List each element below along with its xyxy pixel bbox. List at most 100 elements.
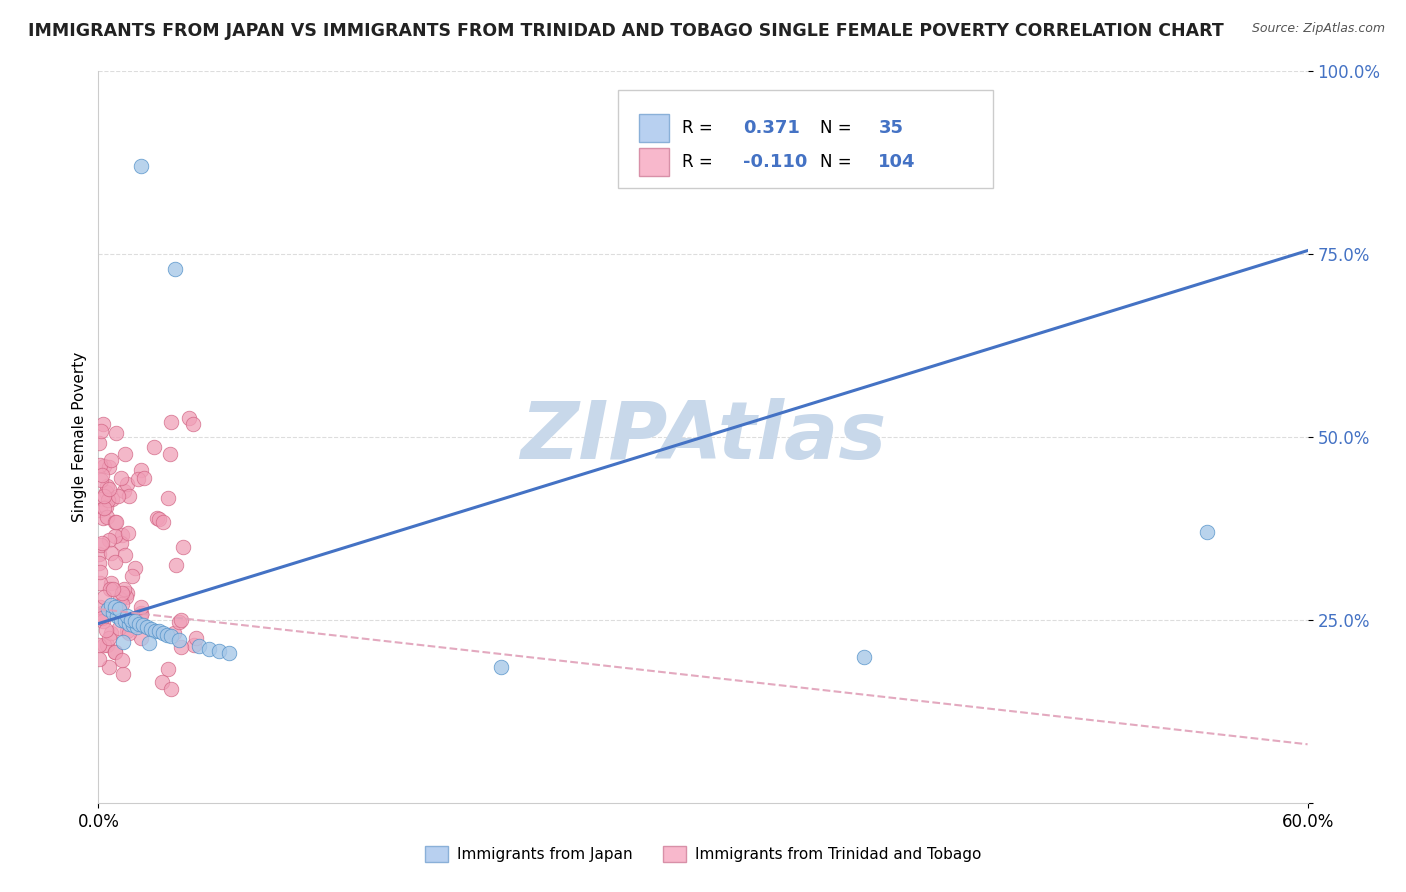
Point (103, 582, 125, 596)
Point (91, 417, 114, 431)
Point (124, 615, 146, 629)
Point (143, 624, 166, 638)
Point (129, 607, 152, 622)
Point (112, 582, 135, 596)
Point (98, 660, 121, 674)
Point (129, 160, 152, 174)
Point (165, 558, 187, 572)
Point (93, 458, 115, 473)
Text: 104: 104 (879, 153, 915, 171)
Text: 35: 35 (879, 119, 903, 137)
Point (218, 646, 240, 660)
Point (107, 489, 129, 503)
Point (108, 621, 131, 635)
Point (101, 491, 124, 506)
Point (143, 440, 166, 454)
Point (183, 638, 205, 652)
Point (127, 472, 149, 486)
Point (94, 500, 117, 514)
Point (100, 575, 122, 590)
Point (90, 424, 112, 438)
Point (152, 626, 174, 640)
Point (101, 606, 124, 620)
Point (181, 417, 204, 431)
Point (157, 491, 180, 505)
Point (87, 556, 110, 570)
Point (129, 631, 152, 645)
Point (91, 535, 114, 549)
Point (96, 510, 118, 524)
Point (111, 635, 134, 649)
Point (125, 620, 148, 634)
Point (132, 471, 155, 485)
Point (115, 609, 138, 624)
Point (87, 652, 110, 666)
Text: N =: N = (820, 153, 858, 171)
Text: R =: R = (682, 153, 718, 171)
Point (91, 606, 114, 620)
Point (114, 447, 136, 461)
Point (100, 582, 122, 596)
Point (114, 590, 136, 604)
Point (118, 489, 141, 503)
Y-axis label: Single Female Poverty: Single Female Poverty (72, 352, 87, 522)
Point (110, 471, 132, 485)
Point (104, 645, 127, 659)
Point (97, 602, 120, 616)
Bar (638, 148, 669, 176)
Point (87, 638, 110, 652)
Point (179, 411, 201, 425)
Point (91, 511, 114, 525)
Point (100, 603, 122, 617)
Point (146, 511, 169, 525)
Point (132, 618, 155, 632)
Point (160, 415, 183, 429)
Point (93, 639, 115, 653)
Point (110, 592, 132, 607)
Point (152, 516, 174, 530)
Point (152, 674, 174, 689)
Point (115, 586, 138, 600)
Text: 0.371: 0.371 (742, 119, 800, 137)
Point (98, 482, 121, 496)
Point (118, 625, 141, 640)
Text: -0.110: -0.110 (742, 153, 807, 171)
Point (160, 681, 183, 696)
Point (170, 613, 193, 627)
Point (167, 615, 190, 630)
Text: IMMIGRANTS FROM JAPAN VS IMMIGRANTS FROM TRINIDAD AND TOBAGO SINGLE FEMALE POVER: IMMIGRANTS FROM JAPAN VS IMMIGRANTS FROM… (28, 22, 1223, 40)
Point (110, 535, 132, 549)
Point (208, 643, 231, 657)
Point (163, 626, 186, 640)
Bar (638, 114, 669, 142)
Point (198, 642, 221, 657)
Point (104, 515, 127, 529)
Point (89, 435, 111, 450)
Point (105, 425, 128, 440)
Point (111, 586, 134, 600)
Point (110, 613, 132, 627)
Point (107, 602, 129, 616)
Point (117, 477, 139, 491)
Point (135, 620, 157, 634)
Legend: Immigrants from Japan, Immigrants from Trinidad and Tobago: Immigrants from Japan, Immigrants from T… (419, 840, 987, 868)
Point (167, 633, 190, 648)
Point (91, 467, 114, 482)
Point (97, 492, 120, 507)
Point (139, 622, 162, 636)
Point (160, 629, 183, 643)
Point (103, 599, 125, 614)
Point (115, 624, 138, 638)
Point (100, 546, 122, 560)
Point (121, 569, 143, 583)
Point (129, 599, 152, 614)
Point (96, 479, 118, 493)
Point (93, 500, 115, 515)
Text: ZIPAtlas: ZIPAtlas (520, 398, 886, 476)
Point (89, 565, 111, 579)
Point (89, 458, 111, 473)
Point (107, 602, 129, 616)
Point (156, 662, 179, 676)
Point (163, 261, 186, 276)
Point (129, 606, 152, 620)
